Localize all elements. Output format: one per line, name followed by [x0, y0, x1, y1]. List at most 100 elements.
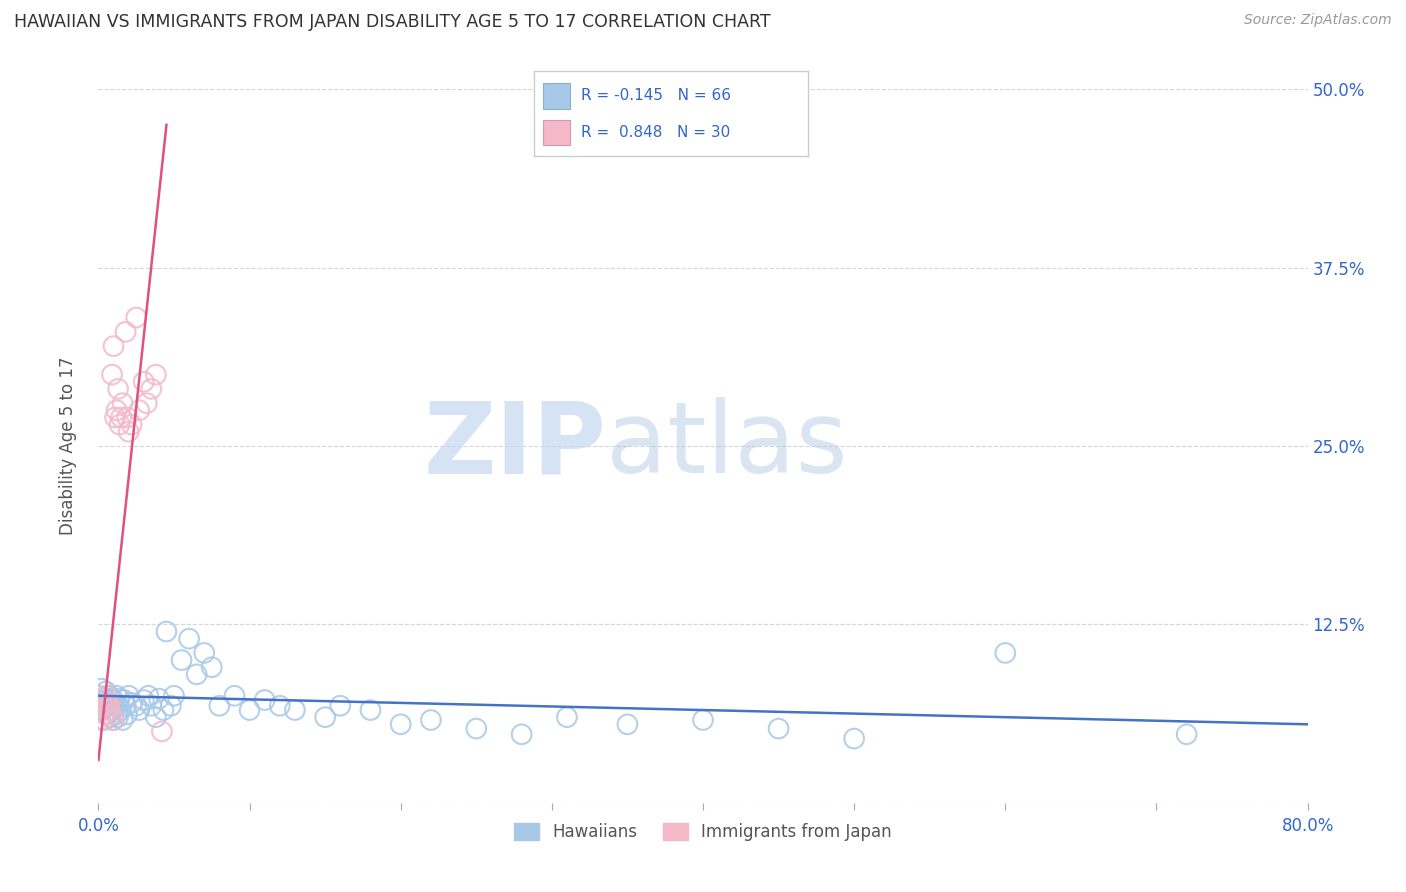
Point: [128, 403, 150, 417]
Point: [141, 698, 163, 713]
Point: [87, 693, 110, 707]
Point: [87, 698, 110, 713]
Point: [121, 696, 143, 710]
Point: [125, 698, 148, 713]
Point: [994, 646, 1017, 660]
Point: [94, 689, 117, 703]
Text: R =  0.848   N = 30: R = 0.848 N = 30: [581, 125, 730, 140]
Point: [179, 632, 201, 646]
Point: [98, 703, 121, 717]
Point: [105, 403, 128, 417]
Point: [128, 703, 150, 717]
Text: atlas: atlas: [606, 398, 848, 494]
Point: [284, 703, 307, 717]
Point: [389, 717, 412, 731]
Point: [87, 703, 110, 717]
Point: [107, 698, 129, 713]
Point: [90, 693, 112, 707]
Point: [94, 684, 117, 698]
Point: [103, 339, 125, 353]
Point: [89, 713, 111, 727]
Point: [98, 698, 121, 713]
Point: [465, 722, 488, 736]
Point: [152, 703, 174, 717]
Point: [107, 382, 129, 396]
Point: [269, 698, 291, 713]
Point: [108, 417, 131, 432]
Point: [91, 698, 114, 713]
Point: [150, 724, 173, 739]
Point: [141, 382, 163, 396]
Point: [96, 696, 118, 710]
Point: [101, 368, 124, 382]
Legend: Hawaiians, Immigrants from Japan: Hawaiians, Immigrants from Japan: [508, 816, 898, 848]
Bar: [543, 83, 569, 109]
Point: [148, 691, 170, 706]
Point: [100, 707, 122, 722]
Point: [145, 368, 167, 382]
Point: [101, 703, 124, 717]
Point: [112, 693, 135, 707]
Point: [87, 689, 110, 703]
Point: [510, 727, 533, 741]
Point: [115, 410, 138, 425]
Point: [96, 696, 118, 710]
Point: [107, 710, 129, 724]
Point: [136, 689, 159, 703]
Point: [193, 646, 215, 660]
Point: [155, 624, 177, 639]
Point: [104, 698, 127, 713]
Point: [360, 703, 382, 717]
Point: [90, 681, 112, 696]
Point: [314, 710, 336, 724]
Point: [163, 689, 186, 703]
Point: [239, 703, 262, 717]
Point: [94, 693, 117, 707]
Point: [105, 707, 128, 722]
Point: [111, 713, 134, 727]
Point: [98, 698, 121, 713]
Point: [208, 698, 231, 713]
Point: [110, 703, 132, 717]
Point: [118, 689, 141, 703]
Point: [555, 710, 578, 724]
Point: [135, 396, 157, 410]
Point: [108, 691, 131, 706]
Point: [692, 713, 714, 727]
Point: [121, 417, 143, 432]
Point: [132, 375, 155, 389]
Point: [93, 707, 115, 722]
Point: [103, 713, 125, 727]
Point: [105, 689, 128, 703]
Point: [111, 396, 134, 410]
Point: [114, 325, 136, 339]
Point: [110, 410, 132, 425]
Point: [104, 410, 127, 425]
Y-axis label: Disability Age 5 to 17: Disability Age 5 to 17: [59, 357, 77, 535]
Text: Source: ZipAtlas.com: Source: ZipAtlas.com: [1244, 13, 1392, 28]
Point: [114, 698, 136, 713]
Point: [118, 425, 141, 439]
Text: R = -0.145   N = 66: R = -0.145 N = 66: [581, 88, 731, 103]
Point: [93, 713, 115, 727]
Point: [91, 703, 114, 717]
Point: [170, 653, 193, 667]
Point: [132, 693, 155, 707]
Point: [96, 707, 118, 722]
Point: [616, 717, 638, 731]
Point: [100, 691, 122, 706]
Point: [844, 731, 866, 746]
Text: ZIP: ZIP: [423, 398, 606, 494]
Point: [420, 713, 443, 727]
Point: [329, 698, 352, 713]
Point: [224, 689, 246, 703]
Point: [98, 689, 121, 703]
Point: [145, 710, 167, 724]
Bar: [543, 120, 569, 145]
Point: [125, 310, 148, 325]
Point: [201, 660, 224, 674]
Point: [1175, 727, 1198, 741]
Point: [768, 722, 790, 736]
Point: [186, 667, 208, 681]
Point: [115, 707, 138, 722]
